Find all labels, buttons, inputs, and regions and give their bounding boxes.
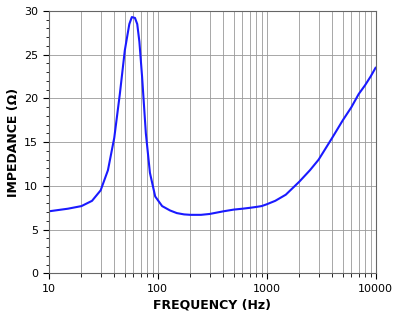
X-axis label: FREQUENCY (Hz): FREQUENCY (Hz) — [153, 298, 271, 311]
Y-axis label: IMPEDANCE (Ω): IMPEDANCE (Ω) — [7, 88, 20, 197]
